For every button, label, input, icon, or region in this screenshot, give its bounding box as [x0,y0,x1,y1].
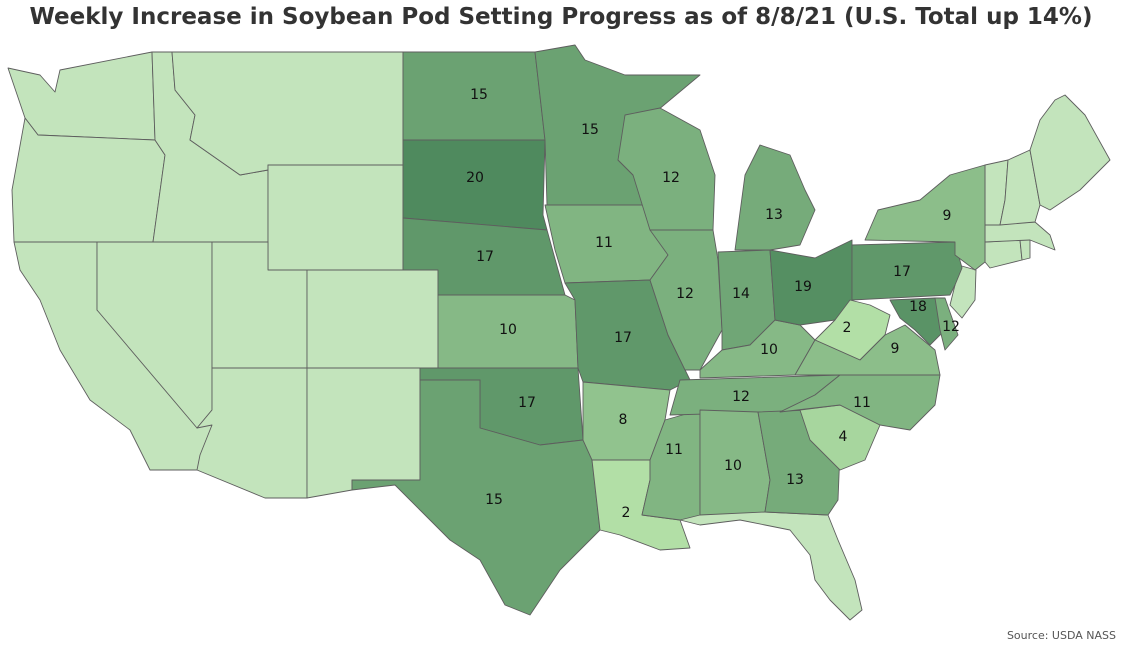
value-label-ky: 10 [760,342,778,358]
state-mi [734,144,816,251]
value-label-de: 12 [942,319,960,335]
state-co [306,269,439,369]
value-label-al: 10 [724,458,742,474]
value-label-mi: 13 [765,207,783,223]
value-label-mn: 15 [581,122,599,138]
value-label-ks: 10 [499,322,517,338]
map-title: Weekly Increase in Soybean Pod Setting P… [29,4,1093,30]
value-label-ne: 17 [476,249,494,265]
value-label-la: 2 [622,505,631,521]
state-fl [679,511,863,621]
state-ct [984,239,1023,269]
state-nm [306,367,421,499]
value-label-tx: 15 [485,492,503,508]
value-label-oh: 19 [794,279,812,295]
value-label-md: 18 [909,299,927,315]
value-label-mo: 17 [614,330,632,346]
value-label-wi: 12 [662,170,680,186]
value-label-wv: 2 [843,320,852,336]
value-label-in: 14 [732,286,750,302]
state-nc [779,374,941,431]
value-label-ga: 13 [786,472,804,488]
state-tx [351,379,601,616]
state-sd [402,139,548,231]
source-note: Source: USDA NASS [1006,629,1116,642]
value-label-sc: 4 [839,429,848,445]
state-ny [864,164,986,271]
value-label-va: 9 [891,341,900,357]
value-label-ny: 9 [943,208,952,224]
value-label-pa: 17 [893,264,911,280]
state-de [934,297,959,351]
value-label-nc: 11 [853,395,871,411]
state-va [794,324,941,376]
value-label-tn: 12 [732,389,750,405]
state-wy [267,164,404,271]
value-label-ms: 11 [665,442,683,458]
value-label-il: 12 [676,286,694,302]
value-label-ok: 17 [518,395,536,411]
state-az [196,367,308,499]
value-label-ar: 8 [619,412,628,428]
state-il [649,229,723,371]
value-label-nd: 15 [470,87,488,103]
value-label-sd: 20 [466,170,484,186]
state-ri [1019,239,1031,261]
value-label-ia: 11 [595,235,613,251]
state-me [1029,94,1111,211]
